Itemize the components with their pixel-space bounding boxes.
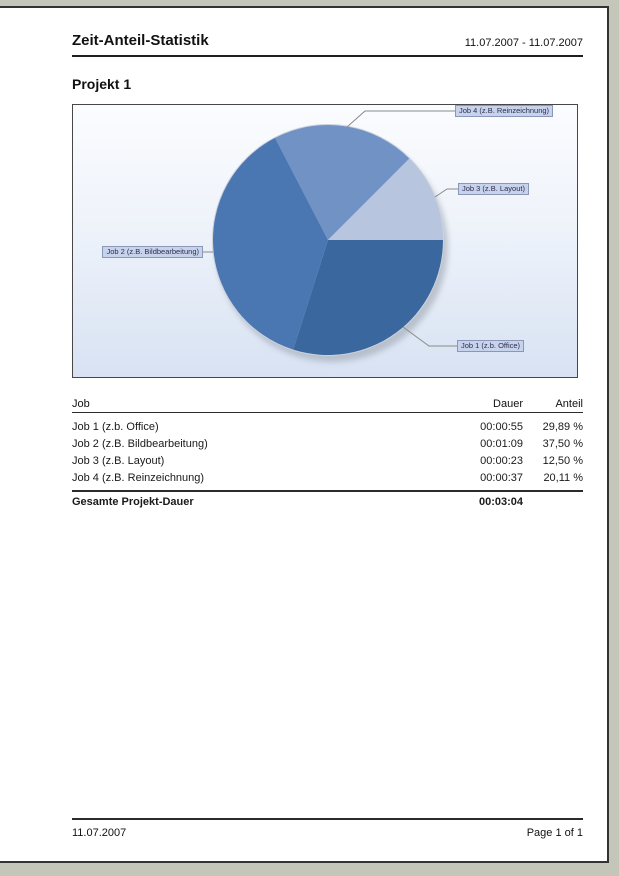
- col-header-anteil: Anteil: [555, 398, 583, 410]
- callout-label-job3: Job 3 (z.B. Layout): [458, 183, 529, 195]
- job-anteil: 37,50 %: [542, 437, 583, 450]
- callout-label-job2: Job 2 (z.B. Bildbearbeitung): [102, 246, 203, 258]
- callout-label-job1: Job 1 (z.b. Office): [457, 340, 525, 352]
- footer-page-number: Page 1 of 1: [526, 827, 583, 839]
- total-dauer: 00:03:04: [478, 495, 523, 508]
- job-name: Job 2 (z.B. Bildbearbeitung): [72, 437, 208, 450]
- pie-slice: [213, 137, 328, 350]
- table-row: Job 1 (z.b. Office) 00:00:55 29,89 %: [72, 418, 583, 435]
- table-row: Job 4 (z.B. Reinzeichnung) 00:00:37 20,1…: [72, 469, 583, 486]
- project-title: Projekt 1: [72, 76, 132, 92]
- job-name: Job 3 (z.B. Layout): [72, 454, 165, 467]
- table-header-row: Job Dauer Anteil: [72, 396, 583, 413]
- report-title: Zeit-Anteil-Statistik: [72, 32, 209, 49]
- footer-date: 11.07.2007: [72, 827, 127, 839]
- job-anteil: 29,89 %: [542, 420, 583, 433]
- job-dauer: 00:00:37: [480, 471, 523, 484]
- connector-job3: [434, 188, 458, 198]
- table-row: Job 2 (z.B. Bildbearbeitung) 00:01:09 37…: [72, 435, 583, 452]
- table-total-row: Gesamte Projekt-Dauer 00:03:04: [72, 490, 583, 508]
- pie-slice: [328, 158, 443, 240]
- table-row: Job 3 (z.B. Layout) 00:00:23 12,50 %: [72, 452, 583, 469]
- connector-job4: [346, 110, 455, 128]
- pie-slices: [213, 124, 443, 355]
- pie-chart-svg: [203, 110, 458, 362]
- page-footer: 11.07.2007 Page 1 of 1: [72, 818, 583, 839]
- job-dauer: 00:01:09: [480, 437, 523, 450]
- col-header-dauer: Dauer: [493, 398, 523, 410]
- pie-chart-panel: Job 4 (z.B. Reinzeichnung) Job 3 (z.B. L…: [72, 104, 578, 378]
- pie-slice: [275, 124, 410, 240]
- job-dauer: 00:00:55: [480, 420, 523, 433]
- job-anteil: 12,50 %: [542, 454, 583, 467]
- total-label: Gesamte Projekt-Dauer: [72, 495, 194, 508]
- pie-slice: [293, 240, 443, 355]
- report-header: Zeit-Anteil-Statistik 11.07.2007 - 11.07…: [72, 32, 583, 57]
- col-header-job: Job: [72, 398, 90, 410]
- callout-connectors: [203, 110, 458, 347]
- callout-label-job4: Job 4 (z.B. Reinzeichnung): [455, 105, 554, 117]
- job-anteil: 20,11 %: [543, 471, 583, 484]
- report-date-range: 11.07.2007 - 11.07.2007: [464, 37, 583, 49]
- job-name: Job 1 (z.b. Office): [72, 420, 159, 433]
- report-page: Zeit-Anteil-Statistik 11.07.2007 - 11.07…: [0, 6, 609, 863]
- connector-job1: [402, 326, 457, 347]
- jobs-table: Job Dauer Anteil Job 1 (z.b. Office) 00:…: [72, 396, 583, 508]
- job-dauer: 00:00:23: [480, 454, 523, 467]
- job-name: Job 4 (z.B. Reinzeichnung): [72, 471, 205, 484]
